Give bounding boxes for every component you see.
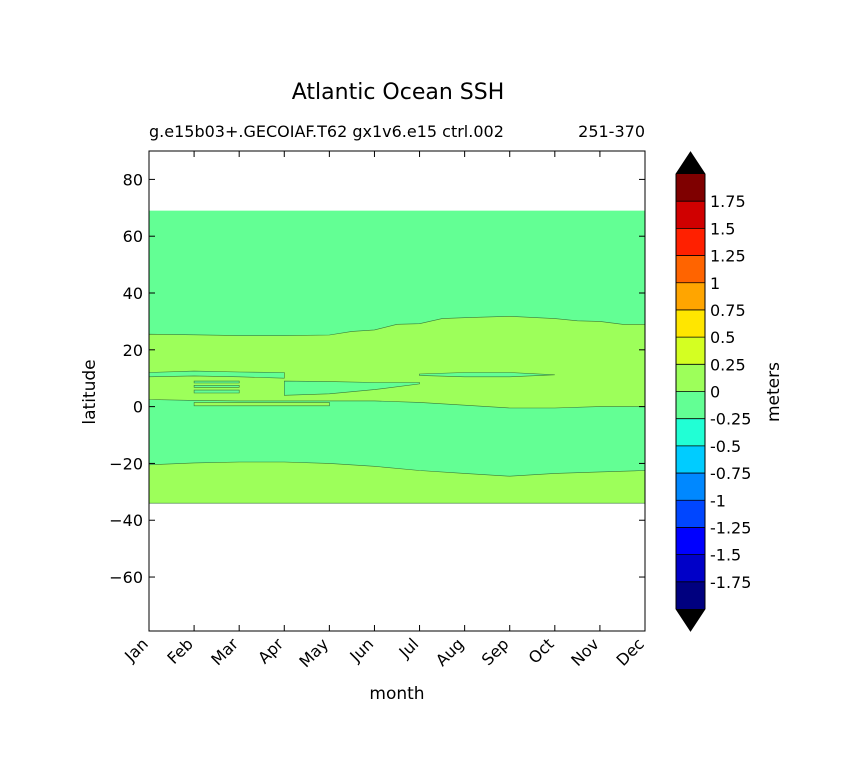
ssh-positive-band	[193, 402, 330, 407]
colorbar-outline	[675, 151, 706, 632]
x-tick-label: Jun	[345, 634, 377, 666]
chart-subtitle-right: 251-370	[578, 122, 645, 141]
x-tick-label: Jul	[395, 634, 423, 662]
colorbar-tick-label: -0.75	[710, 464, 751, 483]
colorbar-tick-label: 0.25	[710, 355, 746, 374]
colorbar-tick-label: 0	[710, 383, 720, 402]
x-tick-label: Nov	[567, 634, 603, 670]
colorbar-bin	[676, 364, 705, 392]
ssh-negative-band	[193, 384, 240, 388]
x-tick-label: May	[295, 634, 332, 671]
colorbar-tick-label: -0.5	[710, 437, 741, 456]
colorbar: -1.75 -1.5 -1.25 -1 -0.75 -0.5 -0.25 0 0.25 0.5 0.…	[675, 151, 751, 632]
x-tick-label: Feb	[163, 634, 196, 667]
plot-area	[148, 150, 646, 632]
ssh-negative-band	[193, 389, 240, 394]
colorbar-bin	[676, 391, 705, 419]
x-tick-label: Jan	[120, 634, 152, 666]
y-tick-label: −60	[109, 568, 143, 587]
ssh-negative-band	[419, 372, 555, 378]
y-tick-label: 0	[133, 398, 143, 417]
colorbar-over-arrow	[676, 152, 705, 174]
ssh-negative-band	[283, 380, 420, 396]
ssh-positive-region-north	[148, 315, 646, 409]
ssh-negative-band	[148, 370, 285, 379]
colorbar-label: meters	[764, 362, 784, 422]
colorbar-tick-label: 1.75	[710, 192, 746, 211]
colorbar-tick-label: -1.75	[710, 573, 751, 592]
colorbar-tick-label: 1.25	[710, 247, 746, 266]
plot-frame	[148, 150, 646, 632]
colorbar-bin	[676, 500, 705, 528]
y-tick-label: −20	[109, 454, 143, 473]
colorbar-tick-label: 1	[710, 274, 720, 293]
colorbar-bin	[676, 445, 705, 474]
colorbar-bin	[676, 255, 705, 283]
colorbar-bin	[676, 228, 705, 256]
chart-title: Atlantic Ocean SSH	[292, 80, 505, 105]
y-tick-label: 80	[123, 170, 143, 189]
x-tick-label: Apr	[254, 634, 287, 667]
colorbar-bin	[676, 554, 705, 582]
y-axis: 80 60 40 20 0 −20 −40 −60	[109, 170, 645, 587]
x-axis-label: month	[369, 684, 424, 704]
colorbar-tick-label: 0.5	[710, 328, 735, 347]
y-axis-label: latitude	[80, 359, 100, 424]
colorbar-bin	[676, 418, 705, 446]
x-tick-label: Dec	[612, 634, 647, 669]
colorbar-tick-label: 0.75	[710, 301, 746, 320]
chart-subtitle-left: g.e15b03+.GECOIAF.T62 gx1v6.e15 ctrl.002	[149, 122, 504, 141]
colorbar-tick-label: -1.25	[710, 518, 751, 537]
x-tick-label: Aug	[432, 634, 468, 670]
colorbar-bin	[676, 282, 705, 310]
colorbar-bin	[676, 201, 705, 229]
colorbar-tick-label: -1	[710, 491, 726, 510]
colorbar-tick-label: -0.25	[710, 410, 751, 429]
colorbar-bin	[676, 473, 705, 501]
colorbar-bin	[676, 337, 705, 365]
colorbar-bin	[676, 581, 705, 609]
colorbar-tick-label: 1.5	[710, 219, 735, 238]
colorbar-bin	[676, 527, 705, 555]
y-tick-label: 20	[123, 341, 143, 360]
colorbar-under-arrow	[676, 609, 705, 631]
y-tick-label: 60	[123, 227, 143, 246]
x-tick-label: Sep	[478, 634, 513, 669]
colorbar-tick-label: -1.5	[710, 546, 741, 565]
colorbar-bin	[676, 174, 705, 202]
colorbar-bin	[676, 309, 705, 338]
y-tick-label: 40	[123, 284, 143, 303]
x-tick-label: Mar	[207, 634, 242, 669]
x-tick-label: Oct	[525, 634, 558, 667]
y-tick-label: −40	[109, 511, 143, 530]
ssh-negative-band	[193, 380, 240, 384]
